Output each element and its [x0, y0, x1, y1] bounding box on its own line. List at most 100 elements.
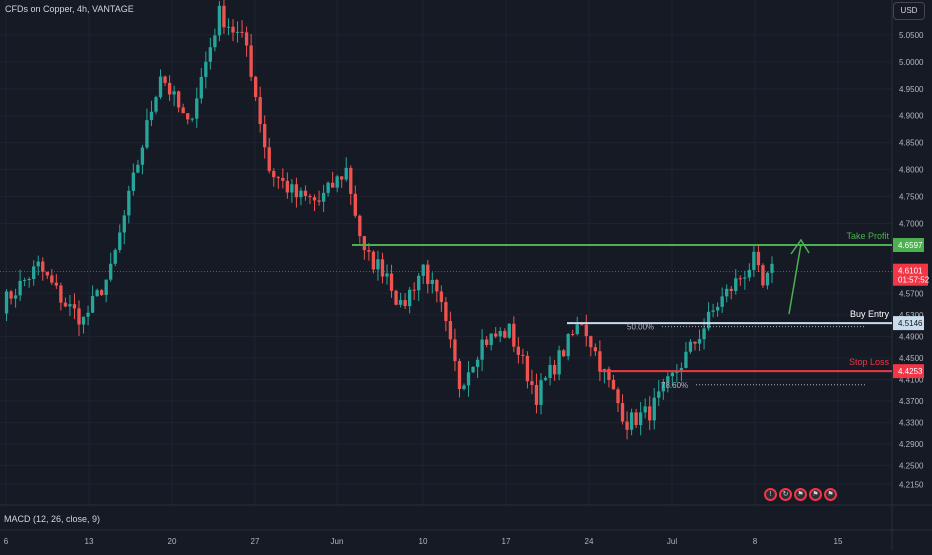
candle-78	[353, 193, 357, 216]
candle-164	[743, 277, 747, 279]
candle-114	[516, 346, 521, 355]
candle-145	[657, 391, 661, 398]
candle-46	[208, 47, 213, 62]
flag-icon-3[interactable]: ⚑	[824, 488, 837, 501]
candle-144	[652, 397, 656, 421]
flag-icon[interactable]: ⚑	[794, 488, 807, 501]
chart-title: CFDs on Copper, 4h, VANTAGE	[5, 4, 134, 14]
candle-47	[213, 35, 217, 48]
candle-8	[36, 261, 40, 267]
candle-102	[462, 385, 466, 389]
candle-97	[439, 291, 444, 303]
candle-28	[127, 190, 131, 216]
candle-4	[18, 280, 22, 296]
candle-111	[503, 331, 507, 338]
candle-84	[380, 259, 385, 277]
chart-toolbar: ! ↻ ⚑ ⚑ ⚑	[764, 488, 837, 501]
candle-129	[584, 324, 588, 337]
candle-82	[371, 251, 376, 270]
candle-26	[118, 232, 122, 250]
x-tick-label-5: 10	[419, 537, 428, 546]
candle-158	[715, 306, 720, 311]
candle-123	[557, 350, 561, 375]
level-price-tag-0	[893, 238, 924, 253]
candle-93	[421, 264, 425, 276]
level-price-text-1: 4.5146	[898, 319, 923, 328]
candle-3	[13, 295, 18, 299]
candle-62	[281, 177, 285, 181]
candle-72	[326, 182, 330, 193]
currency-button[interactable]: USD	[893, 2, 925, 20]
candle-122	[552, 364, 557, 375]
candle-81	[367, 250, 371, 252]
candle-135	[611, 379, 616, 390]
candle-121	[548, 364, 552, 378]
flag-icon-2[interactable]: ⚑	[809, 488, 822, 501]
candle-1	[4, 291, 9, 314]
candle-51	[231, 26, 235, 33]
level-price-text-0: 4.6597	[898, 241, 923, 250]
candle-36	[163, 76, 167, 83]
candle-61	[276, 177, 280, 179]
candle-142	[643, 406, 647, 413]
countdown-text: 01:57:52	[898, 276, 930, 285]
level-label-1: Buy Entry	[850, 309, 890, 319]
macd-indicator-label[interactable]: MACD (12, 26, close, 9)	[4, 514, 101, 524]
candle-43	[195, 98, 199, 119]
candle-45	[204, 61, 208, 77]
candle-120	[543, 377, 548, 381]
candle-56	[253, 76, 258, 98]
candle-151	[684, 351, 688, 368]
y-tick-label-14: 4.3300	[899, 418, 924, 427]
x-tick-label-4: Jun	[331, 537, 344, 546]
alert-icon[interactable]: !	[764, 488, 777, 501]
candle-76	[344, 167, 348, 180]
candle-29	[131, 172, 136, 191]
candle-96	[435, 279, 439, 292]
y-tick-label-16: 4.2500	[899, 461, 924, 470]
candle-159	[720, 296, 724, 307]
x-tick-label-1: 13	[85, 537, 94, 546]
candle-14	[63, 302, 68, 307]
y-tick-label-5: 4.8000	[899, 166, 924, 175]
candle-18	[81, 316, 86, 325]
candle-156	[706, 311, 711, 329]
candle-67	[303, 190, 308, 197]
candle-60	[272, 170, 276, 178]
candle-117	[530, 381, 534, 385]
candle-134	[607, 368, 611, 380]
candle-106	[480, 339, 484, 360]
candle-168	[761, 265, 765, 286]
candle-116	[525, 355, 530, 382]
candle-153	[693, 341, 697, 344]
candle-65	[294, 184, 299, 198]
candle-85	[385, 273, 389, 277]
x-tick-label-6: 17	[502, 537, 511, 546]
y-tick-label-17: 4.2150	[899, 480, 924, 489]
y-tick-label-2: 4.9500	[899, 85, 924, 94]
replay-icon[interactable]: ↻	[779, 488, 792, 501]
candle-91	[412, 289, 416, 291]
candle-6	[27, 279, 31, 281]
candle-141	[638, 412, 643, 426]
candle-10	[45, 271, 49, 276]
candle-167	[756, 251, 761, 266]
level-price-tag-2	[893, 364, 924, 379]
candle-162	[734, 278, 738, 292]
candle-86	[389, 273, 394, 291]
candle-48	[217, 5, 222, 36]
y-tick-label-8: 4.5700	[899, 289, 924, 298]
candle-30	[136, 164, 140, 173]
projection-arrow-shaft	[788, 243, 802, 315]
candle-69	[312, 197, 317, 201]
y-tick-label-7: 4.7000	[899, 219, 924, 228]
candle-143	[648, 406, 652, 421]
x-tick-label-0: 6	[4, 537, 9, 546]
candle-15	[68, 304, 72, 307]
candle-20	[90, 296, 95, 313]
candle-7	[32, 266, 36, 280]
candle-64	[290, 184, 294, 193]
candle-140	[634, 412, 638, 426]
